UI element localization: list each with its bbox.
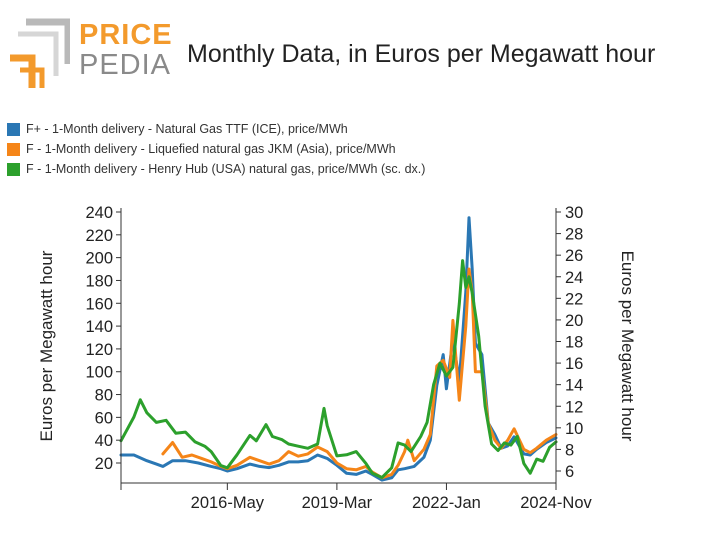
y-tick-label-right-16: 16	[565, 355, 583, 373]
pricepedia-logo-mark	[10, 18, 70, 88]
series-line-2	[119, 259, 558, 479]
y-tick-label-left-200: 200	[85, 250, 113, 268]
x-tick-label-3: 2024-Nov	[520, 494, 592, 512]
y-tick-label-left-160: 160	[85, 295, 113, 313]
y-tick-label-right-8: 8	[565, 441, 574, 459]
y-tick-label-left-120: 120	[85, 341, 113, 359]
y-tick-label-left-60: 60	[95, 409, 113, 427]
y-tick-label-right-14: 14	[565, 377, 583, 395]
series-layer	[119, 216, 558, 482]
chart-legend: F+ - 1-Month delivery - Natural Gas TTF …	[7, 119, 425, 179]
pricepedia-logo: PRICE PEDIA	[8, 18, 172, 88]
y-tick-label-right-6: 6	[565, 463, 574, 481]
y-axis-title-left: Euros per Megawatt hour	[37, 250, 56, 441]
x-tick-label-2: 2022-Jan	[412, 494, 481, 512]
y-tick-label-left-140: 140	[85, 318, 113, 336]
y-tick-label-left-20: 20	[95, 455, 113, 473]
x-tick-label-0: 2016-May	[191, 494, 265, 512]
x-tick-label-1: 2019-Mar	[302, 494, 373, 512]
logo-word-pedia: PEDIA	[79, 49, 172, 81]
y-tick-label-right-22: 22	[565, 290, 583, 308]
y-tick-label-left-180: 180	[85, 272, 113, 290]
series-line-1	[161, 267, 558, 480]
y-tick-label-left-100: 100	[85, 364, 113, 382]
legend-label-jkm: F - 1-Month delivery - Liquefied natural…	[26, 142, 396, 156]
legend-label-ttf: F+ - 1-Month delivery - Natural Gas TTF …	[26, 122, 348, 136]
legend-item-ttf[interactable]: F+ - 1-Month delivery - Natural Gas TTF …	[7, 119, 425, 139]
y-tick-label-left-220: 220	[85, 227, 113, 245]
legend-item-henry-hub[interactable]: F - 1-Month delivery - Henry Hub (USA) n…	[7, 159, 425, 179]
y-tick-label-right-12: 12	[565, 398, 583, 416]
y-tick-label-right-24: 24	[565, 269, 583, 287]
chart-title: Monthly Data, in Euros per Megawatt hour	[187, 40, 656, 68]
axes-layer: 20 40 60 80 100 120 140 160 180 200 220 240 6 8 10 12 14…	[85, 204, 592, 512]
y-tick-label-left-40: 40	[95, 432, 113, 450]
y-tick-label-left-80: 80	[95, 387, 113, 405]
legend-swatch-ttf	[7, 122, 20, 136]
y-tick-label-right-28: 28	[565, 226, 583, 244]
y-tick-label-right-10: 10	[565, 420, 583, 438]
y-tick-label-left-240: 240	[85, 204, 113, 222]
y-tick-label-right-26: 26	[565, 247, 583, 265]
legend-swatch-henry-hub	[7, 162, 20, 176]
y-tick-label-right-18: 18	[565, 334, 583, 352]
logo-word-price: PRICE	[79, 19, 173, 51]
legend-item-jkm[interactable]: F - 1-Month delivery - Liquefied natural…	[7, 139, 425, 159]
y-tick-label-right-20: 20	[565, 312, 583, 330]
legend-swatch-jkm	[7, 142, 20, 156]
legend-label-henry-hub: F - 1-Month delivery - Henry Hub (USA) n…	[26, 162, 426, 176]
y-tick-label-right-30: 30	[565, 204, 583, 222]
y-axis-title-right: Euros per Megawatt hour	[618, 251, 637, 442]
